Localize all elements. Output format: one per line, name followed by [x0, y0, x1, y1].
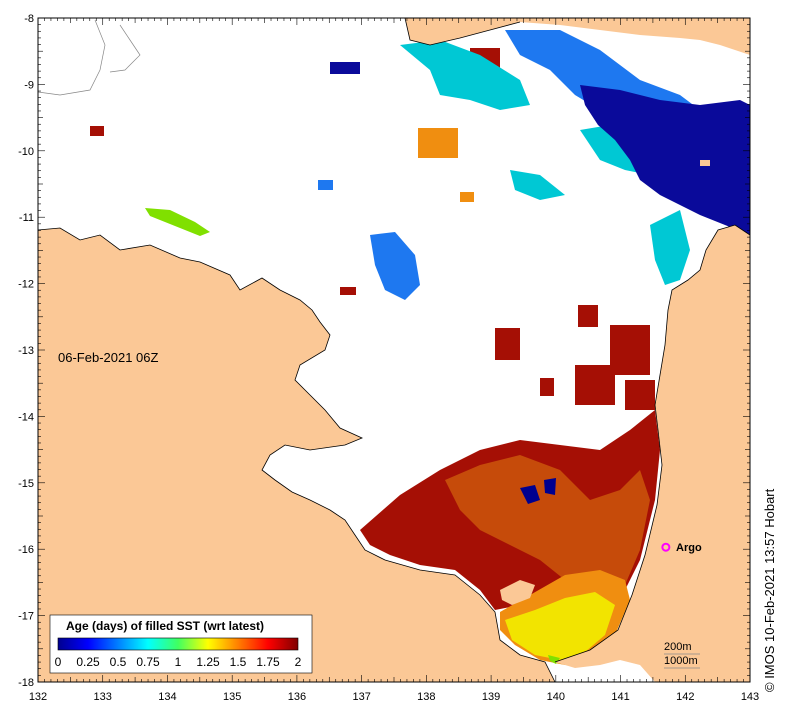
field-age-0-patch	[520, 485, 540, 504]
credit-text: © IMOS 10-Feb-2021 13:57 Hobart	[762, 488, 777, 692]
field-patch	[90, 126, 104, 136]
y-tick-label: -15	[18, 478, 34, 490]
land-cape-york	[555, 225, 750, 682]
field-age-1-plume	[400, 40, 530, 110]
y-tick-label: -11	[19, 212, 34, 224]
colorbar	[57, 637, 299, 651]
field-patch	[540, 378, 554, 396]
y-tick-label: -17	[18, 611, 34, 623]
x-tick-label: 140	[547, 691, 565, 703]
colorbar-tick-label: 1.25	[196, 655, 220, 669]
sst-age-field	[90, 30, 750, 665]
colorbar-tick-label: 0.5	[109, 655, 127, 669]
contour-legend: 200m 1000m	[664, 640, 698, 668]
x-tick-label: 133	[94, 691, 112, 703]
field-patch	[495, 328, 520, 360]
x-tick-label: 136	[288, 691, 306, 703]
date-label: 06-Feb-2021 06Z	[58, 350, 159, 365]
y-tick-label: -18	[18, 677, 34, 689]
colorbar-tick-label: 1.5	[229, 655, 247, 669]
colorbar-ticks: 0 0.25 0.5 0.75 1 1.25 1.5 1.75 2	[50, 655, 310, 669]
contour-legend-200m: 200m	[664, 641, 692, 653]
land-mornington-island	[500, 580, 535, 605]
x-tick-label: 141	[611, 691, 629, 703]
y-tick-label: -16	[18, 544, 34, 556]
field-patch	[625, 380, 655, 410]
axis-ticks: 132 133 134 135 136 137 138 139 140 141 142 143 -8 -9…	[18, 13, 759, 703]
field-age-1-75-band	[445, 455, 650, 590]
field-age-1-5-tip	[505, 592, 615, 660]
x-tick-label: 137	[352, 691, 370, 703]
x-tick-label: 135	[223, 691, 241, 703]
colorbar-tick-label: 1	[174, 655, 182, 669]
field-patch	[610, 325, 650, 375]
field-patch	[578, 305, 598, 327]
contour-legend-1000m: 1000m	[664, 655, 698, 667]
y-tick-label: -12	[18, 279, 34, 291]
land	[38, 18, 750, 682]
land-northern-territory	[38, 228, 555, 682]
x-tick-label: 134	[158, 691, 176, 703]
colorbar-tick-label: 0	[54, 655, 62, 669]
colorbar-tick-label: 2	[294, 655, 302, 669]
colorbar-tick-label: 0.25	[76, 655, 100, 669]
y-tick-label: -8	[24, 13, 34, 25]
colorbar-title: Age (days) of filled SST (wrt latest)	[66, 619, 265, 633]
coastline	[37, 17, 751, 683]
y-tick-label: -14	[18, 411, 34, 423]
field-age-1-plume	[650, 210, 690, 285]
x-tick-label: 142	[676, 691, 694, 703]
field-patch-orange	[418, 128, 458, 158]
field-patch-orange	[460, 192, 474, 202]
y-tick-label: -9	[24, 79, 34, 91]
argo-label: Argo	[676, 542, 702, 554]
field-age-0-region	[580, 85, 750, 235]
field-patch	[575, 365, 615, 405]
x-tick-label: 138	[417, 691, 435, 703]
field-patch	[340, 287, 356, 295]
y-tick-label: -10	[18, 146, 34, 158]
x-tick-label: 143	[741, 691, 759, 703]
argo-float-marker	[661, 542, 671, 552]
field-age-0-patch	[330, 62, 360, 74]
field-age-1-plume	[510, 170, 565, 200]
colorbar-tick-label: 0.75	[136, 655, 160, 669]
field-age-0-5-patch	[370, 232, 420, 300]
y-tick-label: -13	[18, 345, 34, 357]
field-age-0-patch	[544, 478, 556, 495]
land-island	[38, 240, 75, 270]
field-age-1-25-streak	[145, 208, 210, 236]
x-tick-label: 132	[29, 691, 47, 703]
field-age-0-5-patch	[318, 180, 333, 190]
x-tick-label: 139	[482, 691, 500, 703]
land-new-guinea	[405, 18, 750, 55]
colorbar-tick-label: 1.75	[256, 655, 280, 669]
land-island	[700, 160, 710, 166]
